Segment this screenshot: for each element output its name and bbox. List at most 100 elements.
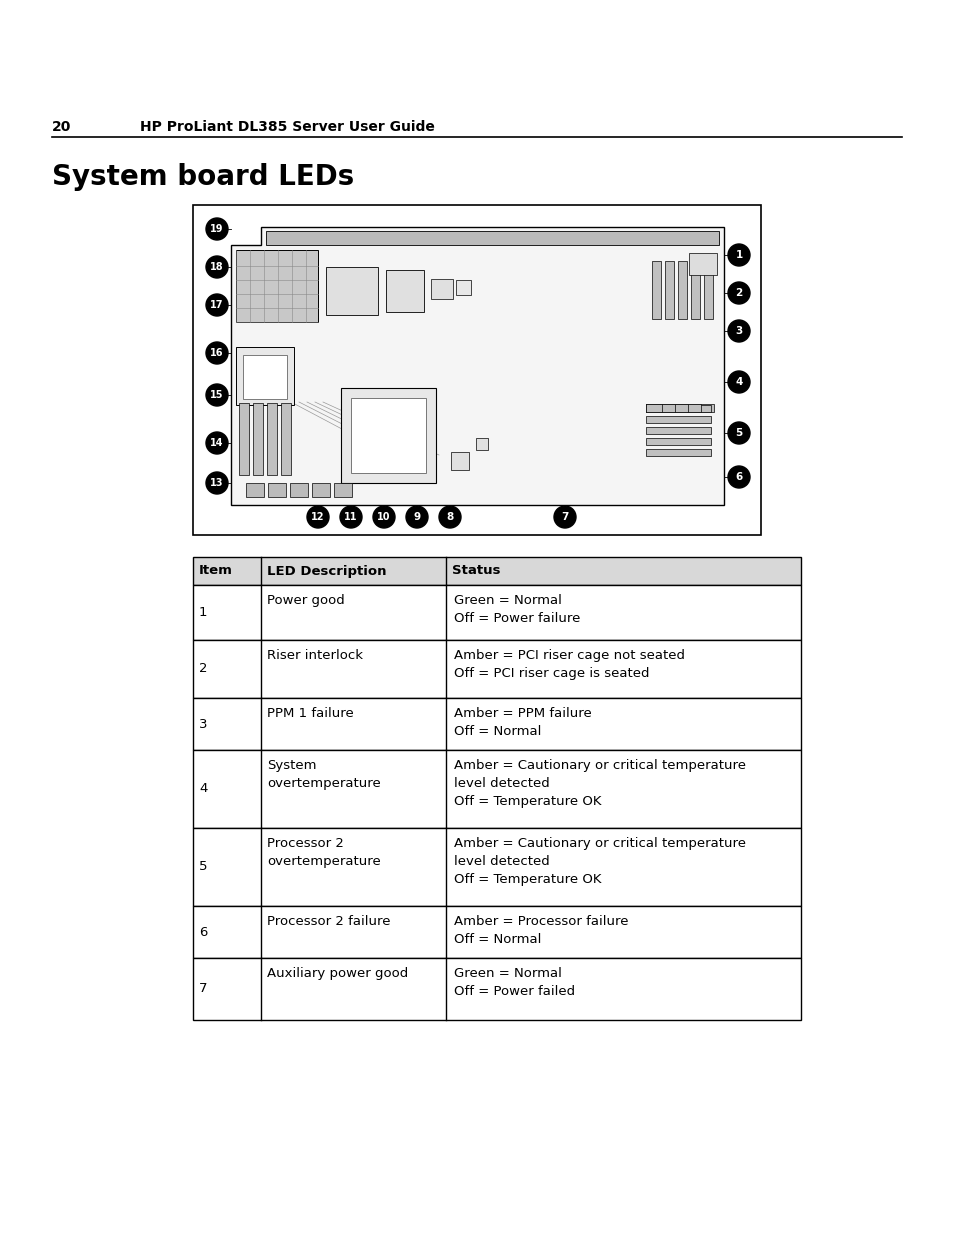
Text: PPM 1 failure: PPM 1 failure xyxy=(267,706,354,720)
Circle shape xyxy=(406,506,428,529)
Text: 7: 7 xyxy=(199,983,208,995)
Circle shape xyxy=(727,282,749,304)
Bar xyxy=(268,483,286,496)
Bar xyxy=(451,452,469,471)
Text: 16: 16 xyxy=(210,348,224,358)
Text: 15: 15 xyxy=(210,390,224,400)
Bar xyxy=(193,205,760,535)
Bar xyxy=(340,388,436,483)
Text: Riser interlock: Riser interlock xyxy=(267,650,363,662)
Bar xyxy=(645,404,687,412)
Bar xyxy=(312,483,330,496)
Circle shape xyxy=(307,506,329,529)
Text: 1: 1 xyxy=(199,606,208,619)
Circle shape xyxy=(727,370,749,393)
Bar xyxy=(193,958,801,1020)
Circle shape xyxy=(554,506,576,529)
Text: 11: 11 xyxy=(344,513,357,522)
Text: Processor 2
overtemperature: Processor 2 overtemperature xyxy=(267,837,380,868)
Text: Amber = PPM failure
Off = Normal: Amber = PPM failure Off = Normal xyxy=(454,706,591,739)
Bar xyxy=(645,404,675,412)
Bar xyxy=(456,280,471,295)
Text: Status: Status xyxy=(452,564,500,578)
Text: Amber = PCI riser cage not seated
Off = PCI riser cage is seated: Amber = PCI riser cage not seated Off = … xyxy=(454,650,684,680)
Bar xyxy=(645,438,710,445)
Text: LED Description: LED Description xyxy=(267,564,386,578)
Bar xyxy=(290,483,308,496)
Text: 3: 3 xyxy=(735,326,741,336)
Text: 6: 6 xyxy=(735,472,741,482)
Bar xyxy=(645,404,661,412)
Text: Auxiliary power good: Auxiliary power good xyxy=(267,967,408,981)
Text: 2: 2 xyxy=(735,288,741,298)
Circle shape xyxy=(206,472,228,494)
Bar xyxy=(193,906,801,958)
Bar xyxy=(193,698,801,750)
Text: 17: 17 xyxy=(210,300,224,310)
Bar xyxy=(267,403,276,475)
Polygon shape xyxy=(231,227,723,505)
Text: 4: 4 xyxy=(199,783,207,795)
Circle shape xyxy=(438,506,460,529)
Circle shape xyxy=(206,384,228,406)
Text: 8: 8 xyxy=(446,513,453,522)
Bar xyxy=(651,261,660,319)
Bar xyxy=(703,261,712,319)
Text: Amber = Cautionary or critical temperature
level detected
Off = Temperature OK: Amber = Cautionary or critical temperatu… xyxy=(454,760,745,808)
Bar xyxy=(645,416,710,424)
Bar xyxy=(193,640,801,698)
Text: 2: 2 xyxy=(199,662,208,676)
Text: 13: 13 xyxy=(210,478,224,488)
Text: Processor 2 failure: Processor 2 failure xyxy=(267,915,390,927)
Text: Power good: Power good xyxy=(267,594,344,606)
Text: 6: 6 xyxy=(199,925,207,939)
Text: System board LEDs: System board LEDs xyxy=(52,163,354,191)
Circle shape xyxy=(373,506,395,529)
Circle shape xyxy=(727,245,749,266)
Circle shape xyxy=(727,320,749,342)
Bar xyxy=(193,585,801,640)
Bar xyxy=(645,450,710,456)
Text: 12: 12 xyxy=(311,513,324,522)
Bar xyxy=(239,403,249,475)
Bar xyxy=(664,261,673,319)
Text: Amber = Processor failure
Off = Normal: Amber = Processor failure Off = Normal xyxy=(454,915,628,946)
Text: 4: 4 xyxy=(735,377,741,387)
Text: 7: 7 xyxy=(560,513,568,522)
Bar xyxy=(645,404,713,412)
Text: 14: 14 xyxy=(210,438,224,448)
Circle shape xyxy=(206,432,228,454)
Text: Amber = Cautionary or critical temperature
level detected
Off = Temperature OK: Amber = Cautionary or critical temperatu… xyxy=(454,837,745,885)
Text: 1: 1 xyxy=(735,249,741,261)
Bar xyxy=(243,354,287,399)
Bar xyxy=(334,483,352,496)
Bar xyxy=(431,279,453,299)
Text: Item: Item xyxy=(199,564,233,578)
Bar xyxy=(193,750,801,827)
Bar xyxy=(253,403,263,475)
Text: Green = Normal
Off = Power failed: Green = Normal Off = Power failed xyxy=(454,967,575,998)
Text: 9: 9 xyxy=(413,513,420,522)
Bar xyxy=(645,405,710,412)
Circle shape xyxy=(206,342,228,364)
Circle shape xyxy=(206,256,228,278)
Bar xyxy=(476,438,488,450)
Circle shape xyxy=(206,294,228,316)
Circle shape xyxy=(206,219,228,240)
Bar xyxy=(193,557,801,585)
Text: 18: 18 xyxy=(210,262,224,272)
Bar xyxy=(246,483,264,496)
Text: 19: 19 xyxy=(210,224,224,233)
Text: Green = Normal
Off = Power failure: Green = Normal Off = Power failure xyxy=(454,594,579,625)
Text: 5: 5 xyxy=(199,861,208,873)
Bar xyxy=(645,427,710,433)
Bar xyxy=(386,270,423,312)
Text: 3: 3 xyxy=(199,718,208,730)
Bar xyxy=(235,347,294,405)
Bar xyxy=(678,261,686,319)
Bar xyxy=(266,231,719,245)
Bar xyxy=(235,249,317,322)
Text: HP ProLiant DL385 Server User Guide: HP ProLiant DL385 Server User Guide xyxy=(140,120,435,135)
Circle shape xyxy=(727,422,749,445)
Text: System
overtemperature: System overtemperature xyxy=(267,760,380,790)
